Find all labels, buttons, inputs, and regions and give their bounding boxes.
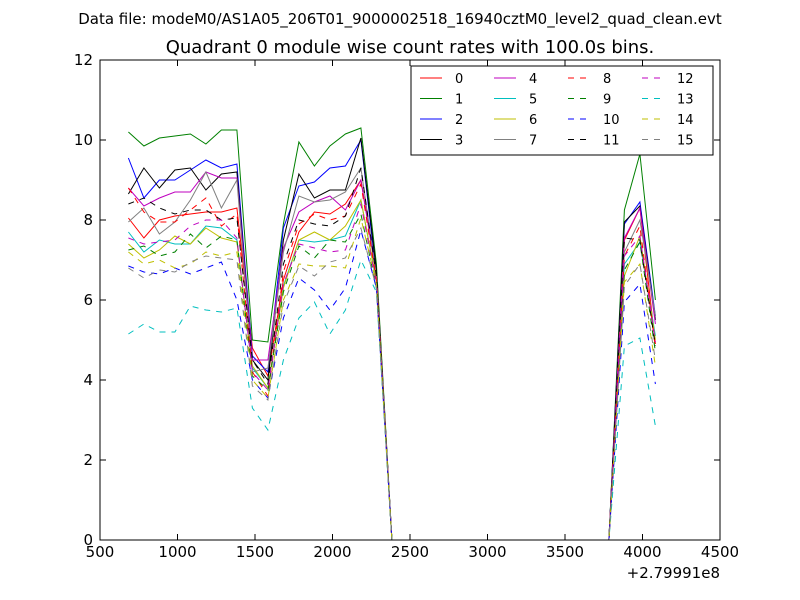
series-line-5: [128, 198, 656, 541]
legend-label: 15: [677, 134, 694, 149]
legend-label: 4: [529, 72, 537, 87]
legend-entry-1: 1: [420, 93, 463, 108]
y-tick-label: 4: [83, 371, 93, 389]
legend-label: 2: [455, 113, 463, 128]
legend-entry-13: 13: [642, 93, 694, 108]
legend-entry-5: 5: [494, 93, 537, 108]
series-line-1: [128, 127, 656, 541]
legend-entry-3: 3: [420, 134, 463, 149]
legend-entry-14: 14: [642, 113, 694, 128]
legend-entry-7: 7: [494, 134, 537, 149]
series-line-13: [128, 258, 656, 541]
legend-label: 12: [677, 72, 694, 87]
x-tick-labels: 500 1000 1500 2000 2500 3000 3500 4000 4500: [86, 543, 739, 561]
figure-suptitle: Data file: modeM0/AS1A05_206T01_90000025…: [78, 10, 722, 29]
series-line-7: [128, 166, 656, 541]
x-offset-label: +2.79991e8: [627, 564, 720, 582]
series-line-6: [128, 198, 656, 541]
series-line-3: [127, 137, 656, 541]
legend-label: 9: [603, 93, 611, 108]
legend-label: 10: [603, 113, 620, 128]
series-line-12: [128, 202, 656, 541]
series-layer: [127, 127, 656, 541]
legend-entry-4: 4: [494, 72, 537, 87]
series-line-11: [128, 167, 656, 541]
legend-entry-15: 15: [642, 134, 694, 149]
series-line-2: [127, 138, 656, 541]
x-tick-label: 1500: [236, 543, 274, 561]
y-tick-label: 10: [74, 131, 93, 149]
legend-entry-0: 0: [420, 72, 463, 87]
legend-entry-9: 9: [568, 93, 611, 108]
legend-label: 11: [603, 134, 620, 149]
x-tick-label: 4500: [701, 543, 739, 561]
legend-label: 8: [603, 72, 611, 87]
legend-frame: [410, 65, 714, 156]
series-line-0: [128, 178, 656, 541]
legend-entry-2: 2: [420, 113, 463, 128]
y-tick-label: 0: [83, 531, 93, 549]
y-tick-labels: 0 2 4 6 8 10 12: [74, 51, 93, 549]
legend-label: 1: [455, 93, 463, 108]
legend-label: 3: [455, 134, 463, 149]
x-tick-label: 3000: [468, 543, 506, 561]
plot-area: 500 1000 1500 2000 2500 3000 3500 4000 4500 0 2 4 6…: [74, 51, 739, 582]
legend-label: 0: [455, 72, 463, 87]
series-line-8: [127, 182, 656, 541]
legend-label: 5: [529, 93, 537, 108]
legend-label: 7: [529, 134, 537, 149]
x-tick-label: 1000: [158, 543, 196, 561]
series-line-15: [128, 226, 656, 541]
y-tick-label: 6: [83, 291, 93, 309]
legend-entry-8: 8: [568, 72, 611, 87]
legend-label: 6: [529, 113, 537, 128]
legend-entry-12: 12: [642, 72, 694, 87]
legend-label: 14: [677, 113, 694, 128]
series-line-10: [128, 228, 656, 541]
series-line-14: [128, 216, 656, 541]
chart-title: Quadrant 0 module wise count rates with …: [166, 37, 655, 58]
y-tick-label: 12: [74, 51, 93, 69]
ticks-layer: [99, 59, 721, 541]
x-tick-label: 3500: [546, 543, 584, 561]
x-tick-label: 2000: [313, 543, 351, 561]
x-tick-label: 500: [86, 543, 115, 561]
y-tick-label: 8: [83, 211, 93, 229]
x-tick-label: 4000: [623, 543, 661, 561]
legend-entry-11: 11: [568, 134, 620, 149]
legend-entry-10: 10: [568, 113, 620, 128]
series-line-9: [128, 212, 656, 541]
legend-entry-6: 6: [494, 113, 537, 128]
x-tick-label: 2500: [391, 543, 429, 561]
series-line-4: [128, 171, 656, 541]
y-tick-label: 2: [83, 451, 93, 469]
legend-label: 13: [677, 93, 694, 108]
